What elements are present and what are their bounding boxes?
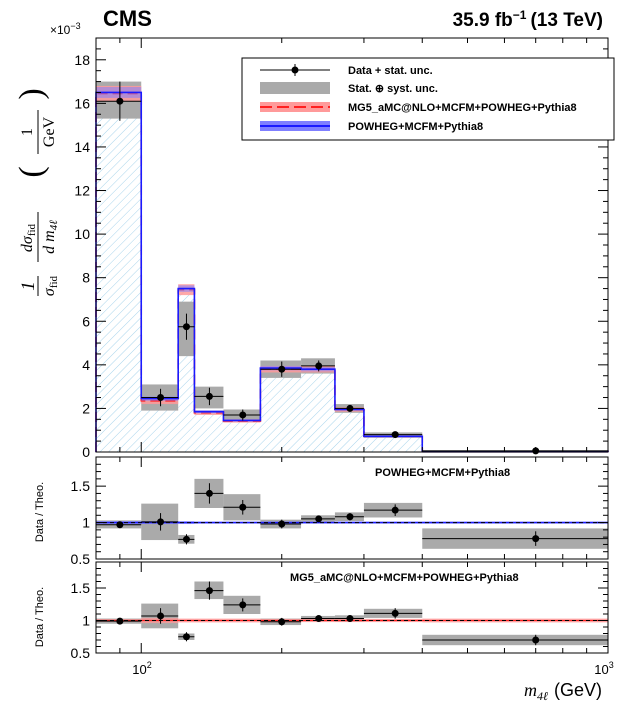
ratio-mg5-data-point — [315, 615, 323, 623]
ratio-powheg-y-tick-label: 0.5 — [71, 551, 91, 567]
powheg-step-line — [95, 91, 609, 453]
svg-text:1: 1 — [18, 281, 39, 291]
ratio-powheg-y-tick-label: 1.5 — [71, 478, 91, 494]
x-axis-symbol: m — [524, 680, 537, 700]
x-tick-1000-exp: 3 — [609, 660, 614, 670]
ratio-powheg-data-point — [239, 503, 247, 511]
main-y-axis-label: 1 σfid dσfid d m4ℓ ( 1 GeV ) — [13, 88, 60, 296]
legend-item-data: Data + stat. unc. — [260, 64, 433, 77]
theory-hatch-fill — [96, 92, 608, 452]
x-axis-label: m4ℓ (GeV) — [524, 680, 602, 703]
svg-text:POWHEG+MCFM+Pythia8: POWHEG+MCFM+Pythia8 — [348, 121, 483, 133]
data-point — [391, 431, 399, 439]
svg-text:): ) — [13, 88, 50, 99]
main-y-tick-label: 4 — [82, 357, 90, 373]
main-y-tick-label: 12 — [74, 183, 90, 199]
ratio-powheg-data-point — [278, 520, 286, 528]
data-point — [315, 362, 323, 370]
ratio-mg5-data-point — [182, 633, 190, 641]
x-tick-100: 102 — [132, 660, 151, 677]
ratio-powheg-data-point — [391, 506, 399, 514]
svg-text:MG5_aMC@NLO+MCFM+POWHEG+Pythia: MG5_aMC@NLO+MCFM+POWHEG+Pythia8 — [348, 102, 577, 114]
cms-label: CMS — [103, 6, 152, 31]
svg-text:dσfid: dσfid — [19, 223, 38, 252]
ratio-mg5-y-tick-label: 1 — [82, 613, 90, 629]
main-y-tick-label: 14 — [74, 139, 90, 155]
data-point — [239, 411, 247, 419]
y-multiplier-exponent: −3 — [70, 21, 80, 31]
main-y-tick-label: 18 — [74, 52, 90, 68]
ratio-bottom-ylabel: Data / Theo. — [34, 587, 46, 647]
luminosity-exponent: −1 — [513, 8, 527, 22]
main-y-tick-label: 6 — [82, 313, 90, 329]
data-point — [157, 394, 165, 402]
svg-text:d m4ℓ: d m4ℓ — [41, 220, 60, 254]
ratio-powheg-data-point — [157, 518, 165, 526]
legend-item-syst: Stat. ⊕ syst. unc. — [260, 82, 438, 95]
legend: Data + stat. unc. Stat. ⊕ syst. unc. MG5… — [241, 57, 615, 141]
ratio-mg5-data-point — [205, 587, 213, 595]
svg-text:1: 1 — [19, 128, 36, 136]
main-y-tick-label: 0 — [82, 444, 90, 460]
x-axis-unit: (GeV) — [554, 680, 602, 700]
svg-text:Stat. ⊕ syst. unc.: Stat. ⊕ syst. unc. — [348, 83, 438, 95]
y-multiplier-base: ×10 — [50, 23, 71, 37]
ratio-mg5-data-point — [391, 609, 399, 617]
ratio-bottom-title: MG5_aMC@NLO+MCFM+POWHEG+Pythia8 — [290, 572, 519, 584]
main-y-tick-label: 16 — [74, 95, 90, 111]
main-y-tick-label: 8 — [82, 270, 90, 286]
ratio-powheg-data-point — [116, 521, 124, 529]
main-y-tick-label: 2 — [82, 400, 90, 416]
ratio-top-ylabel: Data / Theo. — [34, 482, 46, 542]
ratio-mg5-data-point — [532, 636, 540, 644]
svg-text:(: ( — [13, 166, 50, 177]
ratio-powheg-data-point — [315, 515, 323, 523]
ratio-powheg-y-tick-label: 1 — [82, 515, 90, 531]
ratio-mg5-data-point — [157, 612, 165, 620]
data-point — [346, 404, 354, 412]
energy-label: (13 TeV) — [530, 10, 603, 31]
ratio-powheg-data-point — [182, 535, 190, 543]
x-tick-1000: 103 — [594, 660, 613, 677]
main-y-tick-label: 10 — [74, 226, 90, 242]
ratio-mg5-y-tick-label: 0.5 — [71, 645, 91, 661]
svg-text:GeV: GeV — [41, 116, 58, 147]
luminosity-label: 35.9 fb−1 (13 TeV) — [453, 8, 603, 31]
ratio-mg5-y-tick-label: 1.5 — [71, 580, 91, 596]
svg-text:σfid: σfid — [41, 275, 60, 296]
x-tick-100-base: 10 — [132, 662, 146, 677]
x-axis-subscript: 4ℓ — [537, 689, 548, 703]
ratio-mg5-data-point — [116, 617, 124, 625]
ratio-top-title: POWHEG+MCFM+Pythia8 — [375, 467, 510, 479]
luminosity-value: 35.9 fb — [453, 10, 513, 31]
ratio-mg5-data-point — [346, 615, 354, 623]
x-tick-1000-base: 10 — [594, 662, 608, 677]
data-point — [116, 97, 124, 105]
ratio-mg5-data-point — [278, 618, 286, 626]
legend-item-mg5: MG5_aMC@NLO+MCFM+POWHEG+Pythia8 — [260, 102, 577, 114]
ratio-powheg-data-point — [532, 535, 540, 543]
x-tick-100-exp: 2 — [147, 660, 152, 670]
data-point — [182, 323, 190, 331]
y-multiplier: ×10−3 — [50, 21, 81, 37]
svg-text:Data + stat. unc.: Data + stat. unc. — [348, 65, 433, 77]
ratio-powheg-data-point — [346, 513, 354, 521]
data-point — [278, 365, 286, 373]
data-point — [205, 392, 213, 400]
ratio-mg5-data-point — [239, 601, 247, 609]
ratio-powheg-data-point — [205, 489, 213, 497]
legend-item-powheg: POWHEG+MCFM+Pythia8 — [260, 121, 483, 133]
